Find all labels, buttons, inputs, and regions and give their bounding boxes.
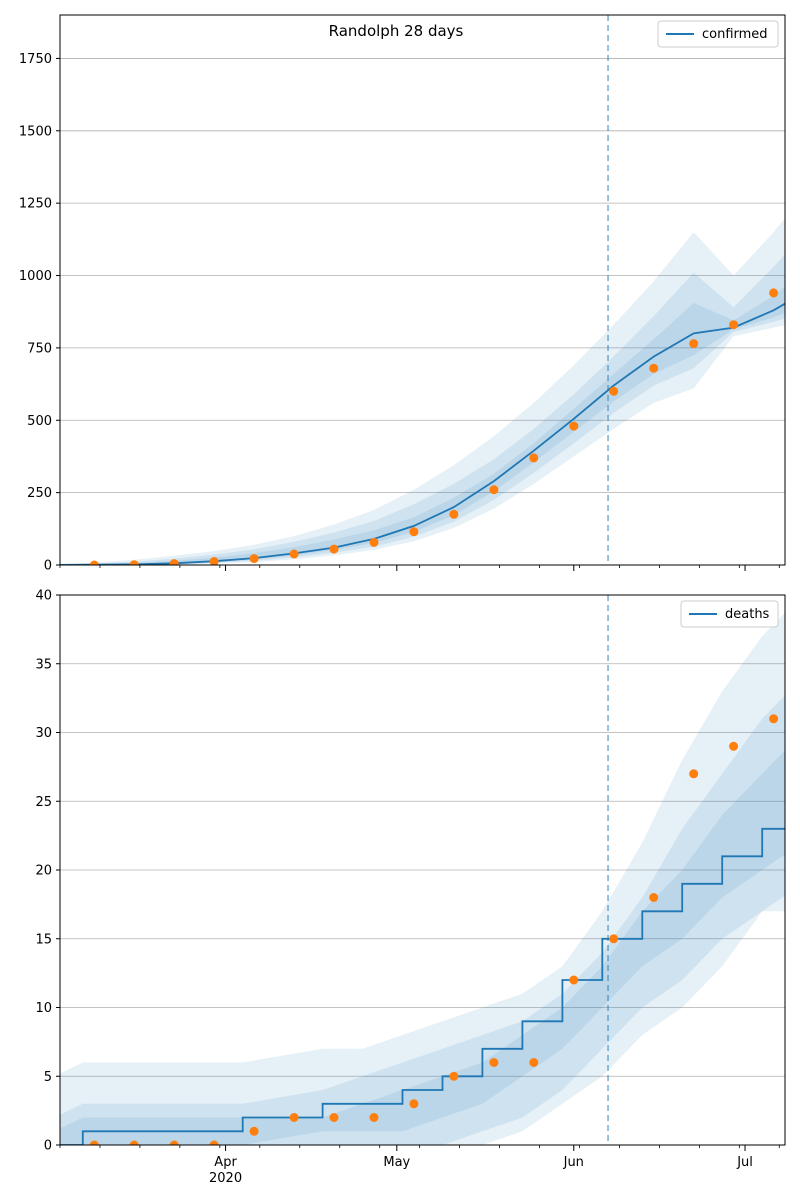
x-tick-sublabel: 2020	[209, 1171, 242, 1186]
model-line-confirmed	[60, 302, 785, 565]
model-line-deaths	[60, 800, 785, 1145]
uncertainty-band-inner	[60, 286, 785, 565]
observed-point	[329, 544, 339, 554]
observed-point	[689, 339, 699, 349]
observed-point	[369, 537, 379, 547]
legend-label-deaths: deaths	[725, 607, 770, 622]
y-tick-label: 5	[44, 1070, 52, 1085]
observed-point	[329, 1113, 339, 1122]
y-tick-label: 15	[35, 932, 52, 947]
y-tick-label: 1250	[19, 197, 52, 212]
observed-point	[249, 1126, 259, 1136]
observed-point	[289, 1113, 299, 1122]
observed-point	[129, 560, 139, 565]
y-tick-label: 500	[27, 414, 52, 429]
x-tick-label: May	[383, 1155, 410, 1170]
observed-point	[89, 560, 99, 565]
uncertainty-band-inner	[60, 750, 785, 1145]
observed-point	[649, 893, 659, 902]
observed-point	[209, 1140, 219, 1145]
observed-point	[529, 1058, 539, 1067]
observed-point	[569, 975, 579, 985]
observed-point	[489, 485, 499, 495]
observed-point	[529, 453, 539, 463]
chart-title: Randolph 28 days	[329, 22, 464, 40]
uncertainty-band-middle	[60, 254, 785, 565]
plot-layer: 0 250 500 750 1000 1250 1500 1750	[19, 14, 786, 574]
observed-point	[769, 288, 779, 298]
y-tick-label: 10	[35, 1001, 52, 1016]
y-tick-label: 250	[27, 486, 52, 501]
y-tick-label: 1750	[19, 52, 52, 67]
observed-point	[449, 1071, 459, 1081]
x-tick-label: Apr	[214, 1155, 237, 1170]
y-tick-label: 30	[35, 726, 52, 741]
legend-box	[657, 20, 779, 48]
plot-area	[60, 612, 785, 1145]
deaths-legend: deaths	[680, 600, 779, 628]
y-tick-label: 0	[44, 1139, 52, 1154]
observed-point	[289, 549, 299, 559]
y-tick-label: 35	[35, 657, 52, 672]
legend-box	[680, 600, 779, 628]
y-tick-label: 1500	[19, 124, 52, 139]
observed-point	[409, 1099, 419, 1109]
observed-point	[609, 386, 619, 396]
observed-point	[449, 509, 459, 519]
observed-point	[129, 1140, 139, 1145]
observed-point	[89, 1140, 99, 1145]
confirmed-legend: confirmed	[657, 20, 779, 48]
uncertainty-band-outer	[60, 218, 785, 565]
observed-point	[169, 1140, 179, 1145]
confirmed-panel: 0 250 500 750 1000 1250 1500 1750 Randolph 28 d…	[19, 14, 786, 574]
y-tick-label: 1000	[19, 269, 52, 284]
y-tick-label: 20	[35, 864, 52, 879]
observed-point	[609, 934, 619, 944]
observed-point	[569, 421, 579, 431]
uncertainty-band-outer	[60, 612, 785, 1145]
axes-frame	[59, 14, 786, 566]
observed-point	[369, 1113, 379, 1122]
y-tick-label: 750	[27, 341, 52, 356]
observed-point	[169, 559, 179, 565]
observed-point	[769, 714, 779, 724]
observed-point	[729, 320, 739, 330]
observed-point	[409, 527, 419, 537]
y-tick-label: 0	[44, 559, 52, 574]
uncertainty-band-middle	[60, 695, 785, 1145]
observed-point	[489, 1058, 499, 1067]
legend-label-confirmed: confirmed	[702, 27, 768, 42]
observed-point	[249, 554, 259, 564]
observed-point	[729, 741, 739, 751]
y-tick-label: 40	[35, 589, 52, 604]
plot-area	[60, 218, 785, 565]
x-tick-label: Jun	[563, 1155, 584, 1170]
y-tick-label: 25	[35, 795, 52, 810]
observed-point	[689, 769, 699, 779]
x-tick-label: Jul	[736, 1155, 753, 1170]
observed-point	[649, 363, 659, 373]
observed-point	[209, 557, 219, 565]
